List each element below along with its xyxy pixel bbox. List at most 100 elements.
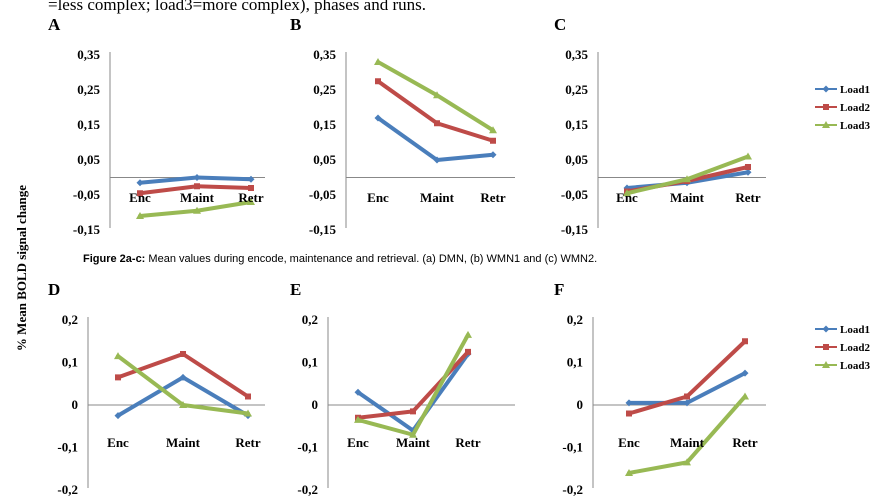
data-point [136,212,144,219]
y-tick-label: 0,35 [77,47,100,62]
legend-marker [823,104,829,110]
data-point [410,408,416,415]
x-tick-label: Maint [180,190,215,205]
panel-b: B 0,35 0,25 0,15 0,05 -0,05 -0,15 Enc Maint Retr [290,15,515,237]
y-tick-label: 0,1 [567,355,583,370]
legends: Load1 Load2 Load3 Load1 Load2 Load3 [815,84,870,372]
series-load2 [626,338,748,417]
data-point [626,410,632,417]
data-point [193,206,201,214]
y-tick-label: -0,2 [57,482,78,497]
x-tick-label: Enc [347,435,369,450]
data-point [354,388,362,396]
legend-item-load3: Load3 [815,120,870,132]
series-load1 [136,174,255,187]
y-tick-label: 0,2 [567,312,583,327]
data-point [683,175,691,183]
legend-item-load1: Load1 [815,324,870,336]
legend-label: Load2 [840,102,870,114]
panel-label: B [290,15,301,34]
y-axis-title: % Mean BOLD signal change [14,185,29,351]
legend-item-load2: Load2 [815,102,870,114]
data-point [433,156,441,164]
data-point [375,78,381,85]
data-point [741,369,749,377]
y-tick-label: 0,25 [77,82,100,97]
data-point [465,348,471,355]
data-point [741,392,749,400]
legend-label: Load3 [840,120,870,132]
series-load2 [375,78,496,144]
y-tick-label: 0,15 [313,117,336,132]
data-point [683,399,691,407]
caption-bold: Figure 2a-c: [83,253,145,265]
data-point [374,58,382,65]
series-load3 [136,198,255,219]
data-point [247,198,255,205]
x-tick-label: Retr [238,190,263,205]
data-point [245,393,251,400]
data-point [114,412,122,420]
y-tick-label: -0,05 [561,187,589,202]
data-point [136,179,144,187]
series-load3 [625,392,749,476]
legend-item-load1: Load1 [815,84,870,96]
data-point [409,430,417,438]
data-point [434,120,440,127]
panel-label: F [554,280,564,299]
y-tick-label: 0,2 [302,312,318,327]
y-tick-label: 0,35 [565,47,588,62]
y-tick-label: 0,2 [62,312,78,327]
y-tick-label: -0,1 [57,440,78,455]
y-tick-label: 0 [72,397,79,412]
y-tick-label: -0,2 [297,482,318,497]
panel-a: A 0,35 0,25 0,15 0,05 -0,05 -0,15 Enc Maint Retr [48,15,265,237]
y-tick-label: 0,05 [77,152,100,167]
data-point [137,190,143,197]
data-point [248,185,254,191]
x-tick-label: Maint [396,435,431,450]
legend-marker [822,85,830,93]
y-tick-label: -0,15 [561,222,589,237]
data-point [489,151,497,159]
data-point [744,152,752,160]
data-point [193,174,201,181]
data-point [180,351,186,357]
data-point [115,374,121,381]
x-tick-label: Maint [670,190,705,205]
panel-f: F0,2 0,1 0 -0,1 -0,2 Enc Maint Retr [554,280,766,497]
y-tick-label: 0,35 [313,47,336,62]
legend-marker [823,344,829,350]
data-point [625,399,633,407]
series-line [356,332,470,437]
panel-d: D0,2 0,1 0 -0,1 -0,2 Enc Maint Retr [48,280,265,497]
x-tick-label: Retr [735,190,760,205]
x-tick-label: Maint [420,190,455,205]
data-point [489,126,497,134]
data-point [179,373,187,381]
x-tick-label: Retr [732,435,757,450]
panel-label: A [48,15,61,34]
data-point [464,330,472,338]
series-load1 [374,114,497,164]
x-tick-label: Maint [166,435,201,450]
x-tick-label: Enc [616,190,638,205]
panels: A 0,35 0,25 0,15 0,05 -0,05 -0,15 Enc Maint Retr B… [48,15,766,497]
panel-e: E0,2 0,1 0 -0,1 -0,2 Enc Maint Retr [290,280,515,497]
x-tick-label: Retr [455,435,480,450]
y-tick-label: -0,15 [73,222,101,237]
legend-label: Load2 [840,342,870,354]
x-tick-label: Enc [618,435,640,450]
legend-item-load2: Load2 [815,342,870,354]
series-load2 [137,183,254,197]
y-tick-label: 0,15 [77,117,100,132]
y-tick-label: -0,15 [309,222,337,237]
y-tick-label: 0,1 [302,355,318,370]
panel-c: C 0,35 0,25 0,15 0,05 -0,05 -0,15 Enc Maint Retr [554,15,766,237]
data-point [684,393,690,400]
y-tick-label: -0,05 [73,187,101,202]
y-tick-label: -0,2 [562,482,583,497]
x-tick-label: Maint [670,435,705,450]
x-tick-label: Enc [367,190,389,205]
series-load3 [114,352,252,417]
